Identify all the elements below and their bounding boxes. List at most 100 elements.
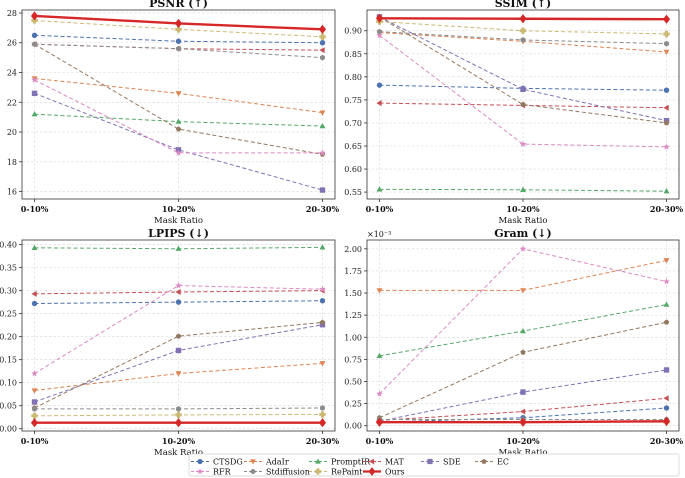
data-point-rfr: [319, 149, 326, 156]
data-point-repaint: [663, 30, 670, 38]
series-ours: [375, 13, 671, 24]
legend-item-stdiffusion: Stdiffusion: [244, 468, 310, 477]
y-tick-label: 18: [7, 158, 17, 167]
legend-marker-rfr: [196, 468, 204, 475]
series-adair: [31, 361, 326, 394]
series-rfr: [376, 31, 670, 150]
data-point-ours: [174, 418, 183, 428]
series-ec: [376, 319, 670, 421]
y-tick-label: 1.75: [344, 267, 362, 276]
y-tick-label: 1.50: [344, 289, 362, 298]
legend-item-ours: Ours: [363, 467, 405, 477]
data-point-adair: [520, 288, 526, 294]
legend-label: SDE: [443, 458, 461, 467]
series-stdiffusion: [377, 28, 669, 47]
data-point-adair: [663, 258, 670, 264]
series-ctsdg: [31, 32, 326, 46]
data-point-promptir: [31, 111, 38, 117]
data-point-mat: [519, 408, 526, 415]
series-ours: [30, 418, 327, 428]
data-point-adair: [663, 49, 670, 56]
y-tick-label: 0.15: [0, 356, 17, 365]
legend-marker-ours: [368, 467, 376, 476]
data-point-promptir: [175, 118, 182, 124]
legend-label: AdaIr: [265, 458, 289, 467]
y-tick-label: 0.75: [344, 355, 362, 364]
x-tick-label: 10-20%: [162, 204, 196, 214]
x-axis-label: Mask Ratio: [154, 216, 203, 226]
y-tick-label: 0.00: [344, 422, 362, 431]
data-point-promptir: [376, 186, 383, 192]
data-point-promptir: [663, 301, 670, 307]
data-point-rfr: [519, 245, 527, 252]
x-tick-label: 0-10%: [366, 204, 394, 214]
data-point-ours: [174, 18, 183, 28]
data-point-repaint: [175, 26, 182, 33]
series-ours: [30, 11, 327, 34]
legend-marker-promptir: [315, 458, 321, 464]
legend-item-adair: AdaIr: [244, 458, 289, 467]
x-tick-label: 20-30%: [650, 436, 684, 446]
chart-gram: 0.00 0.25 0.50 0.75 1.00 1.25 1.50 1.75 2.00 0-10…: [344, 227, 683, 458]
data-point-repaint: [519, 27, 527, 34]
legend-label: EC: [497, 458, 509, 467]
series-ctsdg: [31, 298, 326, 307]
series-mat: [31, 287, 325, 297]
legend-marker-stdiffusion: [250, 468, 256, 475]
data-point-promptir: [175, 245, 182, 251]
y-tick-label: 0.00: [0, 425, 17, 434]
series-line-sde: [379, 369, 667, 422]
legend-marker-adair: [250, 459, 256, 465]
legend: CTSDG AdaIr PromptIR MAT SDE EC RFR Stdiffusion…: [188, 453, 680, 477]
y-tick-label: 0.10: [0, 379, 17, 388]
legend-label: MAT: [385, 458, 405, 467]
data-point-ours: [30, 11, 39, 21]
data-point-ec: [520, 349, 526, 355]
y-tick-label: 0.90: [344, 27, 362, 36]
data-point-promptir: [520, 186, 526, 192]
data-point-rfr: [663, 278, 670, 285]
data-point-ours: [318, 24, 327, 34]
series-stdiffusion: [32, 405, 325, 412]
data-point-rfr: [31, 76, 38, 83]
series-promptir: [376, 301, 670, 358]
data-point-sde: [31, 90, 38, 97]
data-point-sde: [319, 321, 326, 328]
data-point-repaint: [31, 412, 38, 420]
data-point-repaint: [319, 411, 326, 418]
y-tick-label: 16: [7, 188, 17, 197]
data-point-sde: [520, 86, 526, 92]
series-line-sde: [379, 16, 667, 122]
data-point-adair: [31, 388, 38, 394]
data-point-adair: [376, 288, 383, 294]
legend-item-sde: SDE: [421, 458, 461, 467]
data-point-sde: [520, 389, 526, 395]
y-tick-label: 0.20: [0, 333, 17, 342]
x-tick-label: 20-30%: [650, 204, 684, 214]
chart-psnr: 16 18 20 22 24 26 28 0-10% 10-20% 20-30% PSNR (↑) M…: [7, 0, 340, 226]
y-tick-label: 0.60: [344, 165, 362, 174]
data-point-ctsdg: [319, 298, 326, 304]
series-sde: [31, 321, 326, 405]
chart-title: PSNR (↑): [149, 0, 208, 10]
chart-title: LPIPS (↓): [148, 227, 209, 240]
data-point-mat: [376, 100, 382, 107]
series-ours: [375, 416, 671, 427]
data-point-ctsdg: [376, 82, 383, 88]
y-tick-label: 0.05: [0, 402, 17, 411]
data-point-ctsdg: [663, 405, 670, 411]
data-point-ec: [663, 120, 670, 126]
y-tick-label: 0.80: [344, 73, 362, 82]
x-axis-label: Mask Ratio: [499, 448, 548, 458]
series-line-rfr: [34, 79, 323, 154]
y-tick-label: 0.75: [344, 96, 362, 105]
data-point-rfr: [31, 369, 38, 377]
y-tick-label: 1.25: [344, 311, 362, 320]
legend-marker-repaint: [314, 468, 322, 475]
data-point-ec: [319, 319, 326, 325]
data-point-ours: [375, 13, 384, 23]
data-point-adair: [175, 371, 182, 377]
legend-item-rfr: RFR: [191, 468, 232, 477]
data-point-stdiffusion: [520, 37, 526, 43]
